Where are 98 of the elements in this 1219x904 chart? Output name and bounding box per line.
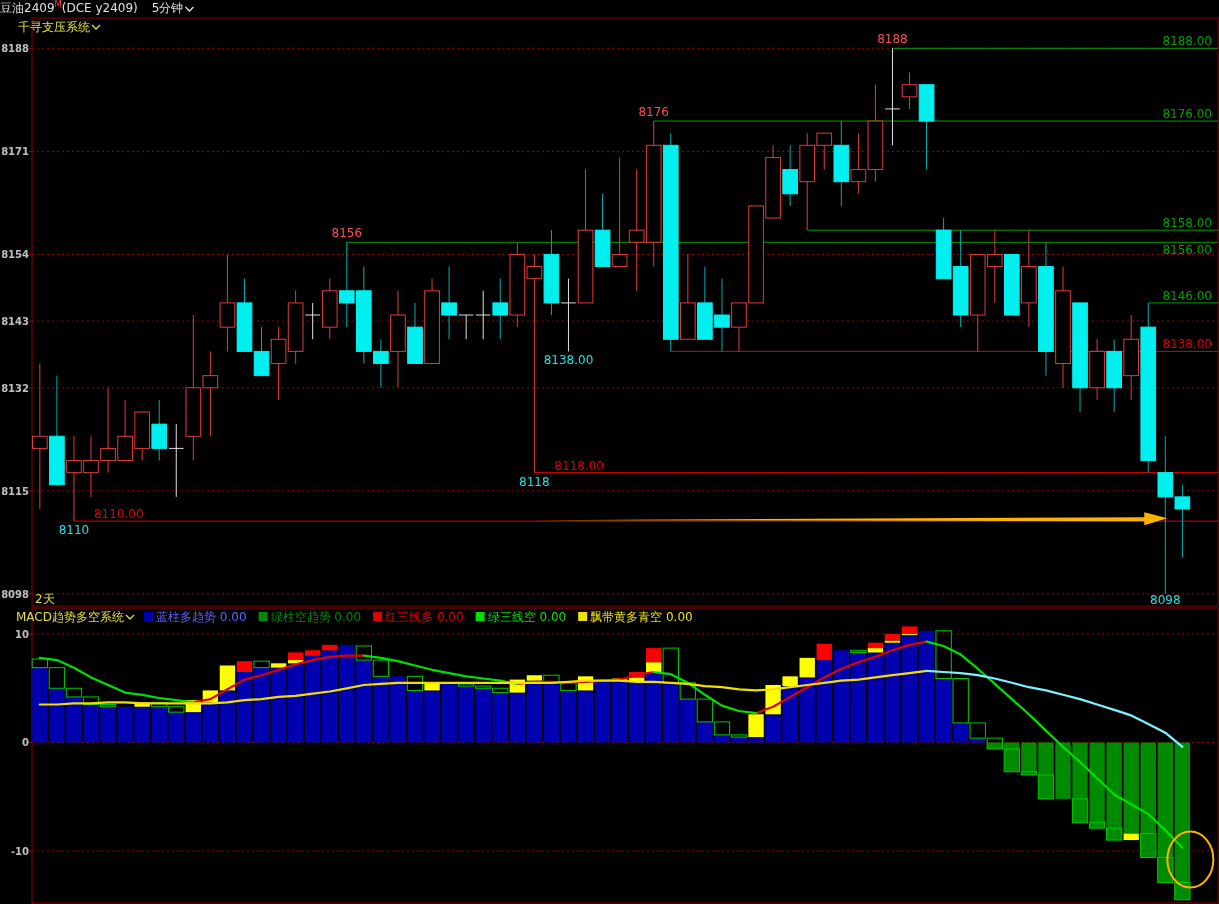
chart-title: MACD趋势多空系统 bbox=[16, 610, 124, 624]
chart-title: 豆油2409$^{M}$(DCE y2409) bbox=[0, 0, 138, 15]
annotation: 8118 bbox=[519, 474, 550, 489]
y-tick-label: -10 bbox=[10, 845, 30, 857]
ref-line-label: 8146.00 bbox=[1162, 288, 1212, 303]
bar bbox=[202, 702, 219, 743]
bar bbox=[475, 688, 491, 743]
bar bbox=[799, 657, 815, 678]
bar bbox=[168, 712, 184, 743]
bar bbox=[253, 660, 270, 669]
bar bbox=[1123, 833, 1139, 841]
bar bbox=[850, 652, 867, 743]
bar bbox=[663, 682, 679, 743]
bar bbox=[918, 630, 935, 743]
bar bbox=[816, 660, 832, 743]
y-tick-label: 0 bbox=[22, 737, 30, 749]
bar bbox=[1123, 742, 1139, 834]
bar bbox=[322, 650, 338, 743]
legend-item: 蓝柱多趋势 0.00 bbox=[144, 610, 247, 624]
annotation: 8188 bbox=[877, 32, 908, 47]
bar bbox=[406, 675, 424, 691]
chart-subtitle: 5分钟 bbox=[151, 1, 184, 15]
bar bbox=[611, 680, 628, 743]
ref-line: 8110.00 bbox=[73, 507, 1219, 522]
bar bbox=[748, 714, 764, 738]
bar bbox=[850, 649, 867, 653]
annotation: 2天 bbox=[35, 592, 55, 606]
bar bbox=[305, 655, 321, 743]
ref-line: 8118.00 bbox=[533, 458, 1219, 474]
bar bbox=[185, 712, 201, 743]
bar bbox=[1157, 742, 1173, 883]
bar bbox=[799, 677, 815, 743]
ref-line-label: 8138.00 bbox=[1162, 337, 1212, 352]
y-tick-label: 8154 bbox=[1, 249, 30, 261]
bar bbox=[884, 640, 901, 643]
bar bbox=[526, 680, 543, 743]
ref-line-label: 8110.00 bbox=[93, 507, 144, 522]
annotation: 8110 bbox=[58, 523, 90, 538]
ref-line-label: 8158.00 bbox=[1162, 216, 1212, 231]
bar bbox=[151, 706, 167, 743]
bar bbox=[884, 634, 901, 641]
bar bbox=[253, 667, 270, 743]
ref-line-label: 8188.00 bbox=[1162, 34, 1212, 49]
ref-line: 8146.00 bbox=[1147, 288, 1219, 304]
bar bbox=[1174, 742, 1191, 900]
bar bbox=[594, 679, 611, 743]
bar bbox=[219, 665, 236, 691]
bar bbox=[646, 673, 662, 743]
bar bbox=[1140, 742, 1156, 858]
y-tick-label: 8132 bbox=[1, 382, 30, 394]
bar bbox=[953, 722, 969, 743]
bar bbox=[339, 644, 355, 743]
bar bbox=[270, 667, 287, 743]
bar bbox=[270, 663, 287, 668]
bar bbox=[867, 652, 884, 743]
bar bbox=[526, 675, 543, 681]
annotation: 8156 bbox=[331, 226, 363, 241]
bar bbox=[509, 692, 525, 743]
bar bbox=[236, 671, 253, 743]
bar bbox=[901, 635, 918, 743]
bar bbox=[543, 682, 560, 743]
ref-line: 8158.00 bbox=[806, 216, 1219, 231]
bar bbox=[322, 644, 338, 651]
bar bbox=[816, 643, 832, 661]
ref-line-label: 8118.00 bbox=[554, 458, 604, 473]
y-tick-label: 8143 bbox=[1, 316, 30, 328]
legend-item: 绿柱空趋势 0.00 bbox=[258, 610, 362, 624]
bar bbox=[305, 650, 321, 656]
y-tick-label: 8115 bbox=[1, 485, 30, 497]
bar bbox=[901, 626, 918, 635]
y-tick-label: 8171 bbox=[1, 146, 30, 158]
ref-line-label: 8156.00 bbox=[1162, 243, 1212, 258]
bar bbox=[219, 690, 236, 743]
bar bbox=[492, 692, 508, 743]
bar bbox=[884, 642, 901, 743]
annotation: 8098 bbox=[1150, 593, 1181, 607]
bar bbox=[287, 652, 304, 661]
ref-line: 8156.00 bbox=[346, 241, 1219, 258]
bar bbox=[287, 663, 304, 743]
bar bbox=[560, 690, 577, 743]
bar bbox=[646, 648, 662, 663]
bar bbox=[577, 690, 594, 743]
bar bbox=[629, 681, 645, 743]
bar bbox=[867, 642, 884, 649]
y-tick-label: 10 bbox=[15, 629, 30, 641]
bar bbox=[833, 650, 849, 743]
annotation: 8176 bbox=[638, 105, 670, 120]
bar bbox=[867, 648, 884, 653]
bar bbox=[935, 678, 952, 743]
legend-item: 飘带黄多青空 0.00 bbox=[578, 610, 693, 624]
legend-item: 红三线多 0.00 bbox=[373, 610, 464, 624]
annotation: 千寻支压系统 bbox=[18, 20, 90, 34]
annotation: 8138.00 bbox=[543, 353, 594, 368]
legend-item: 绿三线空 0.00 bbox=[475, 610, 567, 624]
y-tick-label: 8188 bbox=[1, 43, 30, 55]
ref-line-label: 8176.00 bbox=[1162, 107, 1212, 122]
bar bbox=[236, 661, 253, 672]
y-tick-label: 8098 bbox=[1, 588, 30, 600]
